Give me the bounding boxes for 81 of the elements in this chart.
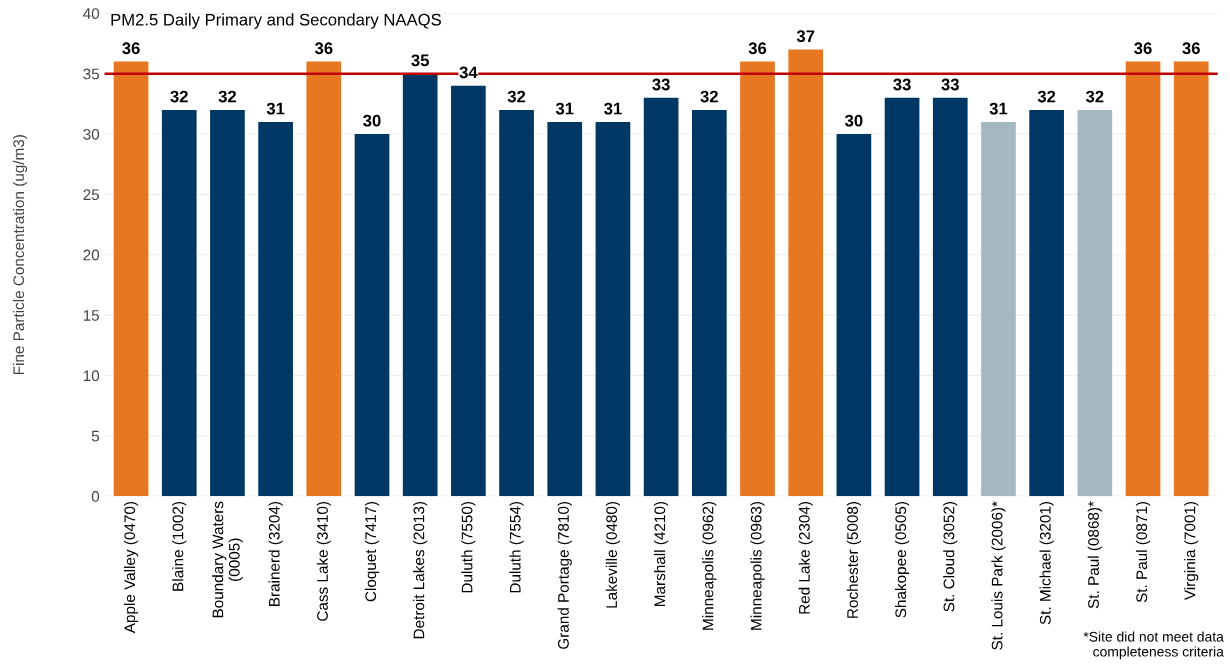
data-label: 36 <box>748 42 767 55</box>
x-tick-label: Marshall (4210) <box>654 501 669 606</box>
data-label: 31 <box>989 102 1008 115</box>
y-axis-title: Fine Particle Concentration (ug/m3) <box>12 135 28 375</box>
x-tick-label: St. Michael (3201) <box>1039 501 1054 625</box>
data-label: 31 <box>266 102 285 115</box>
bar <box>691 109 727 497</box>
bar <box>1173 61 1209 497</box>
y-tick-label: 0 <box>91 491 100 502</box>
data-label: 31 <box>555 102 574 115</box>
data-label: 32 <box>700 90 718 103</box>
y-tick-label: 25 <box>83 189 100 201</box>
x-tick-label: Red Lake (2304) <box>798 501 813 614</box>
data-label: 31 <box>604 102 622 115</box>
bar <box>932 97 968 497</box>
data-label: 34 <box>459 66 478 79</box>
x-tick-label: Duluth (7550) <box>461 501 476 593</box>
bar <box>643 97 679 497</box>
data-label: 30 <box>363 114 381 127</box>
data-label: 33 <box>893 78 911 91</box>
y-tick-label: 10 <box>83 370 100 382</box>
bar <box>113 61 149 497</box>
data-label: 36 <box>1134 42 1152 55</box>
bar <box>499 109 534 497</box>
y-tick-label: 30 <box>83 128 100 140</box>
bar <box>788 49 824 497</box>
bar <box>306 61 342 497</box>
x-tick-label: Apple Valley (0470) <box>123 501 139 634</box>
bar <box>354 134 390 497</box>
data-label: 32 <box>218 90 237 103</box>
text: *Site did not meet data completeness criteria <box>1083 631 1224 660</box>
data-label: 33 <box>652 78 670 91</box>
x-tick-label: Lakeville (0480) <box>605 501 621 608</box>
x-tick-label: Boundary Waters (0005) <box>212 501 243 618</box>
bar <box>981 121 1016 497</box>
bar <box>258 121 293 497</box>
data-label: 32 <box>1037 90 1056 103</box>
bar <box>836 134 872 497</box>
y-tick-label: 5 <box>91 430 100 442</box>
x-tick-label: Detroit Lakes (2013) <box>413 501 428 639</box>
bar <box>402 73 438 497</box>
x-tick-label: Rochester (5008) <box>846 501 861 618</box>
data-label: 36 <box>122 42 140 55</box>
data-label: 36 <box>1182 42 1200 55</box>
bar <box>1029 109 1064 497</box>
x-tick-label: St. Paul (0868)* <box>1087 501 1102 609</box>
x-tick-label: Virginia (7001) <box>1184 501 1199 601</box>
x-tick-label: St. Louis Park (2006)* <box>991 501 1006 650</box>
data-label: 32 <box>1085 90 1104 103</box>
y-tick-label: 35 <box>83 68 100 80</box>
chart-title: PM2.5 Daily Primary and Secondary NAAQS <box>111 13 441 29</box>
data-label: 32 <box>507 90 526 103</box>
x-tick-label: Cloquet (7417) <box>364 501 380 602</box>
x-tick-label: Grand Portage (7810) <box>557 501 572 649</box>
data-label: 30 <box>844 114 863 127</box>
x-tick-label: St. Paul (0871) <box>1135 501 1151 603</box>
bar <box>595 121 631 497</box>
bar <box>1077 109 1113 497</box>
bar <box>547 121 583 497</box>
bar <box>451 85 486 497</box>
x-tick-label: St. Cloud (3052) <box>943 501 958 612</box>
x-tick-label: Minneapolis (0962) <box>702 501 717 630</box>
x-tick-label: Duluth (7554) <box>509 501 524 593</box>
data-label: 36 <box>314 42 333 55</box>
x-tick-label: Minneapolis (0963) <box>750 501 765 630</box>
bar <box>161 109 197 497</box>
data-label: 37 <box>796 30 815 43</box>
x-tick-label: Blaine (1002) <box>172 501 187 591</box>
bar <box>884 97 920 497</box>
y-tick-label: 40 <box>83 8 100 20</box>
y-tick-label: 15 <box>83 310 100 321</box>
bar <box>210 109 245 497</box>
data-label: 33 <box>941 78 959 91</box>
bar <box>740 61 775 497</box>
y-tick-label: 20 <box>83 249 100 261</box>
data-label: 32 <box>170 90 188 103</box>
x-tick-label: Shakopee (0505) <box>894 501 910 618</box>
bar <box>1125 61 1161 497</box>
data-label: 35 <box>411 54 429 67</box>
x-tick-label: Brainerd (3204) <box>268 501 283 606</box>
x-tick-label: Cass Lake (3410) <box>316 501 331 621</box>
